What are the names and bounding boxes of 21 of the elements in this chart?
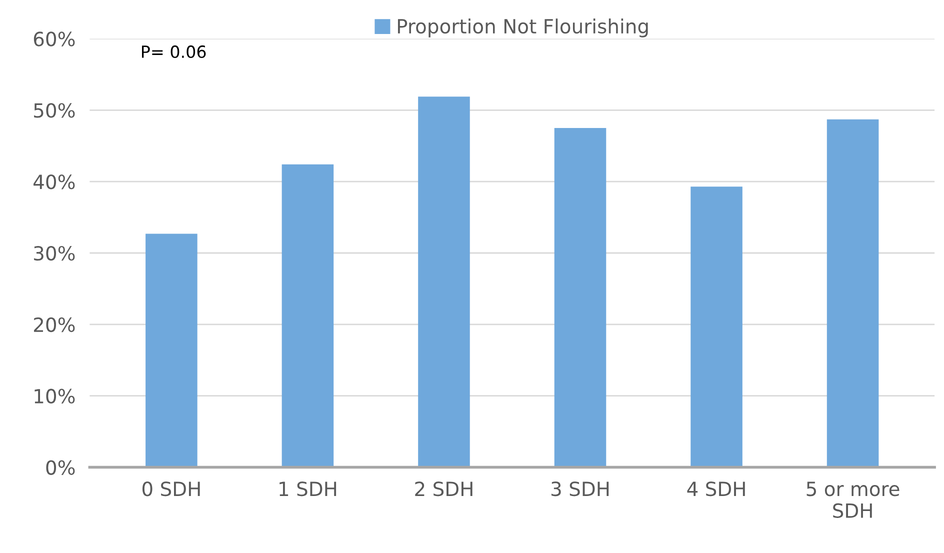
annotation: P= 0.06 <box>142 45 206 58</box>
bar <box>282 164 334 468</box>
y-tick-label: 30% <box>34 246 75 261</box>
x-tick-label: 2 SDH <box>415 482 472 496</box>
x-tick-label: 0 SDH <box>142 482 200 496</box>
bar <box>418 96 470 468</box>
bar <box>554 128 606 468</box>
x-tick-label: 5 or more SDH <box>806 482 900 518</box>
legend-label: Proportion Not Flourishing <box>398 18 648 38</box>
x-tick-label: 4 SDH <box>687 482 745 496</box>
bar <box>826 119 879 468</box>
bar <box>146 234 198 468</box>
y-tick-label: 0% <box>46 460 75 475</box>
x-tick-label: 1 SDH <box>280 482 336 496</box>
y-tick-label: 10% <box>34 388 75 404</box>
y-tick-label: 40% <box>34 174 75 190</box>
y-tick-label: 20% <box>34 317 75 332</box>
y-tick-label: 60% <box>34 32 75 46</box>
bar <box>690 186 742 468</box>
x-tick-label: 3 SDH <box>551 482 609 496</box>
y-tick-label: 50% <box>34 103 75 118</box>
